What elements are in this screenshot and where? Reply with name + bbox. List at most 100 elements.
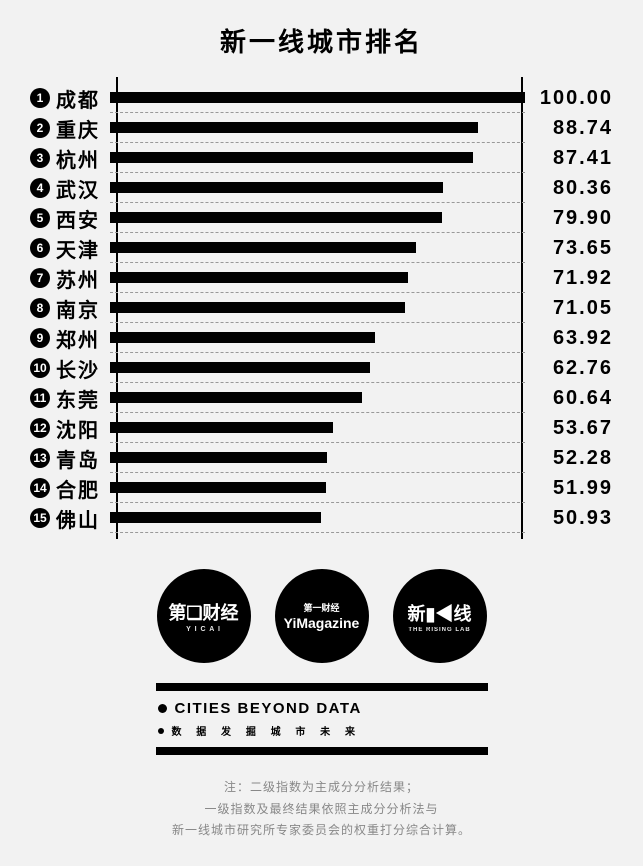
bar-fill — [110, 422, 333, 433]
logo-subtext: Y I C A I — [186, 626, 221, 633]
chart-row: 13青岛 52.28 — [30, 443, 613, 473]
chart-row: 7苏州 71.92 — [30, 263, 613, 293]
bar-track — [110, 233, 525, 263]
bar-track — [110, 143, 525, 173]
chart-row: 4武汉80.36 — [30, 173, 613, 203]
rank-badge: 5 — [30, 208, 50, 228]
rank-badge: 10 — [30, 358, 50, 378]
bar-track — [110, 323, 525, 353]
score-value: 50.93 — [527, 507, 613, 530]
bullet-icon — [158, 728, 164, 734]
logo-yimagazine: 第一财经 YiMagazine — [275, 569, 369, 663]
rank-badge: 4 — [30, 178, 50, 198]
bar-track — [110, 353, 525, 383]
chart-row: 8南京71.05 — [30, 293, 613, 323]
logo-suptext: 第一财经 — [303, 601, 339, 614]
chart-row: 1成都 100.00 — [30, 83, 613, 113]
chart-row: 9郑州 63.92 — [30, 323, 613, 353]
logo-subtext: THE RISING LAB — [408, 627, 470, 633]
bar-track — [110, 113, 525, 143]
rank-badge: 12 — [30, 418, 50, 438]
score-value: 73.65 — [527, 237, 613, 260]
bar-fill — [110, 452, 327, 463]
score-value: 60.64 — [527, 387, 613, 410]
bar-fill — [110, 272, 408, 283]
chart-row: 11东莞60.64 — [30, 383, 613, 413]
city-label: 杭州 — [50, 144, 108, 173]
bar-track — [110, 503, 525, 533]
bar-track — [110, 413, 525, 443]
chart-row: 10长沙 62.76 — [30, 353, 613, 383]
footnote-line: 注：二级指数为主成分分析结果； — [30, 777, 613, 799]
logo-text: YiMagazine — [284, 615, 360, 631]
city-label: 长沙 — [50, 354, 108, 383]
rank-badge: 6 — [30, 238, 50, 258]
score-value: 88.74 — [527, 117, 613, 140]
footnote-line: 一级指数及最终结果依照主成分分析法与 — [30, 799, 613, 821]
score-value: 87.41 — [527, 147, 613, 170]
score-value: 71.92 — [527, 267, 613, 290]
bar-fill — [110, 182, 443, 193]
chart-row: 2重庆 88.74 — [30, 113, 613, 143]
score-value: 100.00 — [527, 87, 613, 110]
city-label: 沈阳 — [50, 414, 108, 443]
rank-badge: 14 — [30, 478, 50, 498]
logo-text: 新▮◀线 — [408, 600, 472, 626]
bar-fill — [110, 212, 442, 223]
city-label: 合肥 — [50, 474, 108, 503]
logo-text: 第❏财经 — [168, 599, 238, 625]
city-label: 郑州 — [50, 324, 108, 353]
ranking-chart: 1成都100.002重庆88.743杭州87.414武汉80.365西安79.9… — [30, 83, 613, 533]
score-value: 79.90 — [527, 207, 613, 230]
city-label: 成都 — [50, 84, 108, 113]
score-value: 63.92 — [527, 327, 613, 350]
chart-row: 15佛山 50.93 — [30, 503, 613, 533]
bar-fill — [110, 332, 375, 343]
footnote: 注：二级指数为主成分分析结果； 一级指数及最终结果依照主成分分析法与 新一线城市… — [30, 777, 613, 842]
city-label: 佛山 — [50, 504, 108, 533]
bar-track — [110, 173, 525, 203]
bar-fill — [110, 302, 405, 313]
city-label: 西安 — [50, 204, 108, 233]
chart-title: 新一线城市排名 — [30, 22, 613, 59]
bar-fill — [110, 512, 321, 523]
bullet-icon — [158, 704, 167, 713]
rank-badge: 15 — [30, 508, 50, 528]
bar-track — [110, 473, 525, 503]
city-label: 天津 — [50, 234, 108, 263]
tagline-block: CITIES BEYOND DATA 数 据 发 掘 城 市 未 来 — [156, 683, 488, 755]
bar-track — [110, 83, 525, 113]
bar-fill — [110, 242, 416, 253]
city-label: 苏州 — [50, 264, 108, 293]
score-value: 52.28 — [527, 447, 613, 470]
bar-fill — [110, 482, 326, 493]
bar-fill — [110, 152, 473, 163]
rank-badge: 9 — [30, 328, 50, 348]
bar-track — [110, 263, 525, 293]
footnote-line: 新一线城市研究所专家委员会的权重打分综合计算。 — [30, 820, 613, 842]
chart-row: 3杭州87.41 — [30, 143, 613, 173]
tagline-main: CITIES BEYOND DATA — [175, 700, 362, 717]
city-label: 青岛 — [50, 444, 108, 473]
logo-row: 第❏财经 Y I C A I 第一财经 YiMagazine 新▮◀线 THE … — [30, 569, 613, 663]
rank-badge: 1 — [30, 88, 50, 108]
score-value: 62.76 — [527, 357, 613, 380]
bar-fill — [110, 362, 370, 373]
rank-badge: 2 — [30, 118, 50, 138]
rank-badge: 8 — [30, 298, 50, 318]
bar-fill — [110, 122, 478, 133]
tagline-sub: 数 据 发 掘 城 市 未 来 — [172, 723, 361, 738]
city-label: 武汉 — [50, 174, 108, 203]
bar-fill — [110, 92, 525, 103]
city-label: 重庆 — [50, 114, 108, 143]
rank-badge: 13 — [30, 448, 50, 468]
score-value: 53.67 — [527, 417, 613, 440]
tagline-bar-top — [156, 683, 488, 691]
score-value: 51.99 — [527, 477, 613, 500]
rank-badge: 7 — [30, 268, 50, 288]
tagline-bar-bottom — [156, 747, 488, 755]
city-label: 东莞 — [50, 384, 108, 413]
bar-track — [110, 383, 525, 413]
city-label: 南京 — [50, 294, 108, 323]
logo-risinglab: 新▮◀线 THE RISING LAB — [393, 569, 487, 663]
